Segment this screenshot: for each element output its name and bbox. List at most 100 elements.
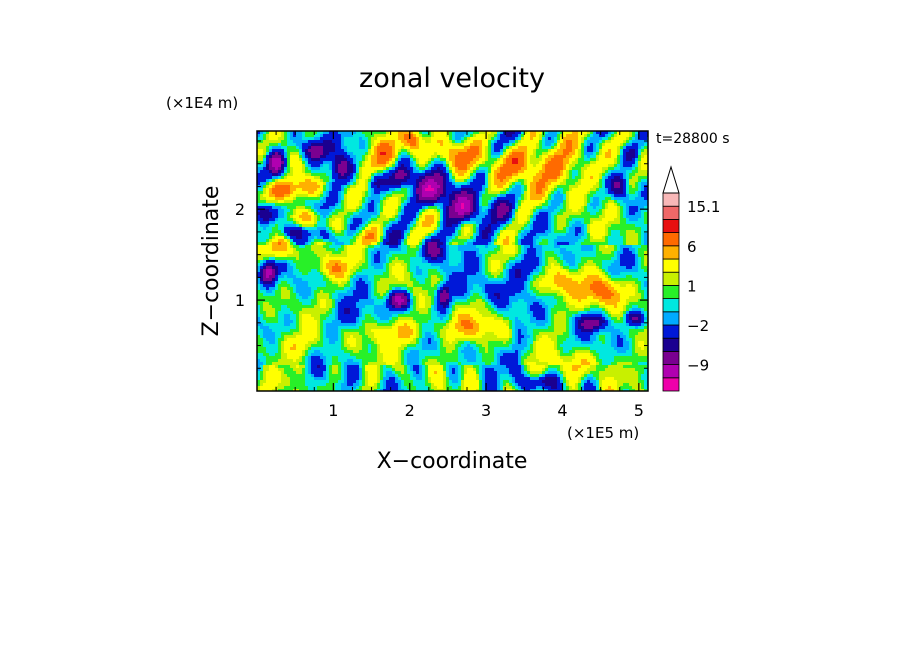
heatmap-cell [353,167,357,171]
heatmap-cell [644,239,648,243]
heatmap-cell [527,179,531,183]
heatmap-cell [413,143,417,147]
heatmap-cell [335,233,339,237]
heatmap-cell [530,200,534,204]
heatmap-cell [635,239,639,243]
heatmap-cell [605,161,609,165]
heatmap-cell [419,161,423,165]
heatmap-cell [347,236,351,240]
heatmap-cell [344,215,348,219]
heatmap-cell [398,194,402,198]
heatmap-cell [584,179,588,183]
heatmap-cell [311,212,315,216]
heatmap-cell [305,233,309,237]
heatmap-cell [362,236,366,240]
heatmap-cell [362,191,366,195]
heatmap-cell [596,167,600,171]
heatmap-cell [386,173,390,177]
heatmap-cell [536,131,540,135]
heatmap-cell [320,188,324,192]
heatmap-cell [530,197,534,201]
heatmap-cell [269,131,273,135]
heatmap-cell [452,143,456,147]
heatmap-cell [362,218,366,222]
heatmap-cell [515,233,519,237]
heatmap-cell [416,215,420,219]
heatmap-cell [551,158,555,162]
heatmap-cell [509,173,513,177]
heatmap-cell [488,143,492,147]
heatmap-cell [398,146,402,150]
heatmap-cell [482,209,486,213]
heatmap-cell [257,236,261,240]
heatmap-cell [596,170,600,174]
heatmap-cell [275,176,279,180]
heatmap-cell [542,218,546,222]
heatmap-cell [461,227,465,231]
heatmap-cell [437,146,441,150]
heatmap-cell [344,179,348,183]
heatmap-cell [467,239,471,243]
heatmap-cell [494,230,498,234]
heatmap-cell [302,143,306,147]
heatmap-cell [404,224,408,228]
heatmap-cell [542,230,546,234]
heatmap-cell [524,230,528,234]
heatmap-cell [569,164,573,168]
heatmap-cell [470,155,474,159]
heatmap-cell [419,215,423,219]
heatmap-cell [326,152,330,156]
heatmap-cell [455,152,459,156]
heatmap-cell [476,218,480,222]
heatmap-cell [521,215,525,219]
heatmap-cell [551,188,555,192]
heatmap-cell [446,152,450,156]
heatmap-cell [428,152,432,156]
heatmap-cell [485,218,489,222]
heatmap-cell [632,155,636,159]
heatmap-cell [269,236,273,240]
heatmap-cell [566,230,570,234]
heatmap-cell [569,191,573,195]
heatmap-cell [494,167,498,171]
heatmap-cell [596,206,600,210]
heatmap-cell [539,182,543,186]
heatmap-cell [452,221,456,225]
heatmap-cell [479,191,483,195]
heatmap-cell [350,134,354,138]
heatmap-cell [434,197,438,201]
heatmap-cell [593,152,597,156]
heatmap-cell [533,236,537,240]
heatmap-cell [479,239,483,243]
heatmap-cell [620,155,624,159]
heatmap-cell [611,134,615,138]
heatmap-cell [596,182,600,186]
heatmap-cell [278,134,282,138]
heatmap-cell [608,233,612,237]
heatmap-cell [533,173,537,177]
heatmap-cell [440,155,444,159]
heatmap-cell [287,221,291,225]
heatmap-cell [299,167,303,171]
heatmap-cell [413,239,417,243]
heatmap-cell [557,209,561,213]
heatmap-cell [503,194,507,198]
heatmap-cell [284,188,288,192]
heatmap-cell [539,194,543,198]
heatmap-cell [365,233,369,237]
heatmap-cell [575,185,579,189]
heatmap-cell [257,227,261,231]
heatmap-cell [443,221,447,225]
heatmap-cell [491,170,495,174]
heatmap-cell [554,131,558,135]
heatmap-cell [395,191,399,195]
heatmap-cell [473,218,477,222]
heatmap-cell [500,227,504,231]
heatmap-cell [503,212,507,216]
heatmap-cell [347,134,351,138]
heatmap-cell [584,188,588,192]
heatmap-cell [293,188,297,192]
heatmap-cell [263,212,267,216]
heatmap-cell [305,236,309,240]
heatmap-cell [584,236,588,240]
